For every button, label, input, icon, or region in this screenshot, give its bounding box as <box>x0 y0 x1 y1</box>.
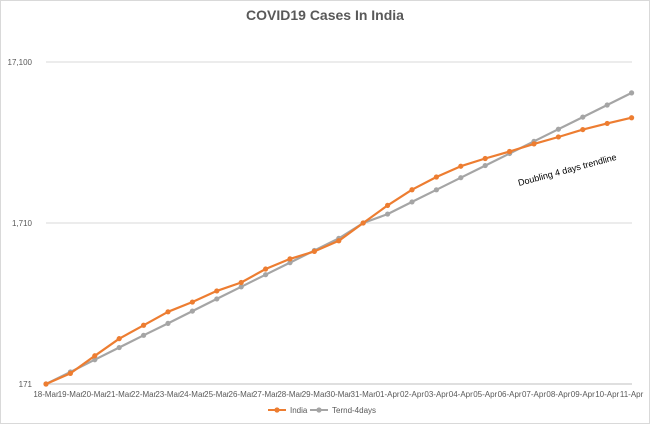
x-tick-label: 08-Apr <box>546 390 570 399</box>
data-point-india <box>141 322 147 328</box>
data-point-trend <box>263 272 269 278</box>
x-tick-label: 06-Apr <box>498 390 522 399</box>
x-tick-label: 04-Apr <box>449 390 473 399</box>
data-point-india <box>287 256 293 262</box>
x-tick-label: 19-Mar <box>58 390 84 399</box>
y-tick-label: 17,100 <box>8 58 33 67</box>
data-point-india <box>92 353 98 359</box>
series-line-india <box>45 116 632 386</box>
x-tick-label: 02-Apr <box>400 390 424 399</box>
data-point-india <box>433 174 439 180</box>
x-tick-label: 05-Apr <box>473 390 497 399</box>
data-point-trend <box>116 344 122 351</box>
legend-marker <box>316 407 322 413</box>
data-point-trend <box>629 90 635 96</box>
legend-label: India <box>290 406 308 415</box>
data-point-india <box>263 266 269 272</box>
x-tick-label: 29-Mar <box>302 390 328 399</box>
data-point-trend <box>287 260 293 266</box>
data-point-india <box>409 187 415 193</box>
data-point-india <box>165 309 171 315</box>
data-point-india <box>189 299 195 305</box>
chart-title: COVID19 Cases In India <box>246 7 404 23</box>
data-point-india <box>238 279 244 286</box>
data-point-india <box>336 238 342 244</box>
x-tick-label: 24-Mar <box>180 390 206 399</box>
data-point-india <box>458 163 464 169</box>
gridlines <box>46 61 632 385</box>
data-point-india <box>580 126 586 133</box>
x-axis-tick-labels: 18-Mar 19-Mar 20-Mar 21-Mar 22-Mar 23-Mar 24-M… <box>33 390 643 399</box>
data-point-india <box>507 148 513 155</box>
data-point-india <box>360 220 366 226</box>
data-point-trend <box>458 175 464 181</box>
data-point-trend <box>604 102 610 108</box>
x-tick-label: 27-Mar <box>253 390 279 399</box>
x-tick-label: 20-Mar <box>82 390 108 399</box>
x-tick-label: 31-Mar <box>351 390 377 399</box>
data-point-india <box>482 155 488 162</box>
x-tick-label: 10-Apr <box>595 390 619 399</box>
data-point-trend <box>238 284 244 290</box>
y-tick-label: 171 <box>19 380 33 389</box>
data-point-trend <box>385 211 391 217</box>
data-point-trend <box>141 332 147 338</box>
legend-marker <box>274 407 280 413</box>
x-tick-label: 23-Mar <box>155 390 181 399</box>
data-point-trend <box>433 187 439 193</box>
data-point-trend <box>165 320 171 326</box>
legend-label: Ternd-4days <box>332 406 376 415</box>
data-point-india <box>385 202 391 208</box>
data-point-trend <box>189 308 195 314</box>
data-point-india <box>629 115 635 121</box>
data-point-india <box>214 288 220 294</box>
data-point-trend <box>580 114 586 120</box>
x-tick-label: 09-Apr <box>571 390 595 399</box>
y-axis-tick-labels: 171 1,710 17,100 <box>8 58 33 389</box>
x-tick-label: 28-Mar <box>277 390 303 399</box>
x-tick-label: 07-Apr <box>522 390 546 399</box>
y-tick-label: 1,710 <box>12 219 33 228</box>
x-tick-label: 03-Apr <box>424 390 448 399</box>
trendline-annotation: Doubling 4 days trendline <box>517 152 618 188</box>
x-tick-label: 30-Mar <box>326 390 352 399</box>
data-point-india <box>311 248 317 254</box>
data-point-india <box>604 120 610 127</box>
legend: India Ternd-4days <box>268 406 376 415</box>
data-point-india <box>67 370 73 376</box>
data-point-trend <box>482 162 488 169</box>
x-tick-label: 11-Apr <box>620 390 644 399</box>
data-point-trend <box>214 296 220 302</box>
data-point-india <box>555 134 562 140</box>
x-tick-label: 01-Apr <box>376 390 400 399</box>
data-point-india <box>531 141 537 147</box>
data-point-india <box>43 381 49 387</box>
data-point-trend <box>409 199 415 205</box>
data-point-india <box>116 336 122 342</box>
data-point-trend <box>92 357 98 363</box>
x-tick-label: 25-Mar <box>204 390 230 399</box>
series-group <box>43 90 635 387</box>
x-tick-label: 18-Mar <box>33 390 59 399</box>
x-tick-label: 21-Mar <box>107 390 133 399</box>
data-point-trend <box>555 126 562 132</box>
x-tick-label: 26-Mar <box>229 390 255 399</box>
x-tick-label: 22-Mar <box>131 390 157 399</box>
